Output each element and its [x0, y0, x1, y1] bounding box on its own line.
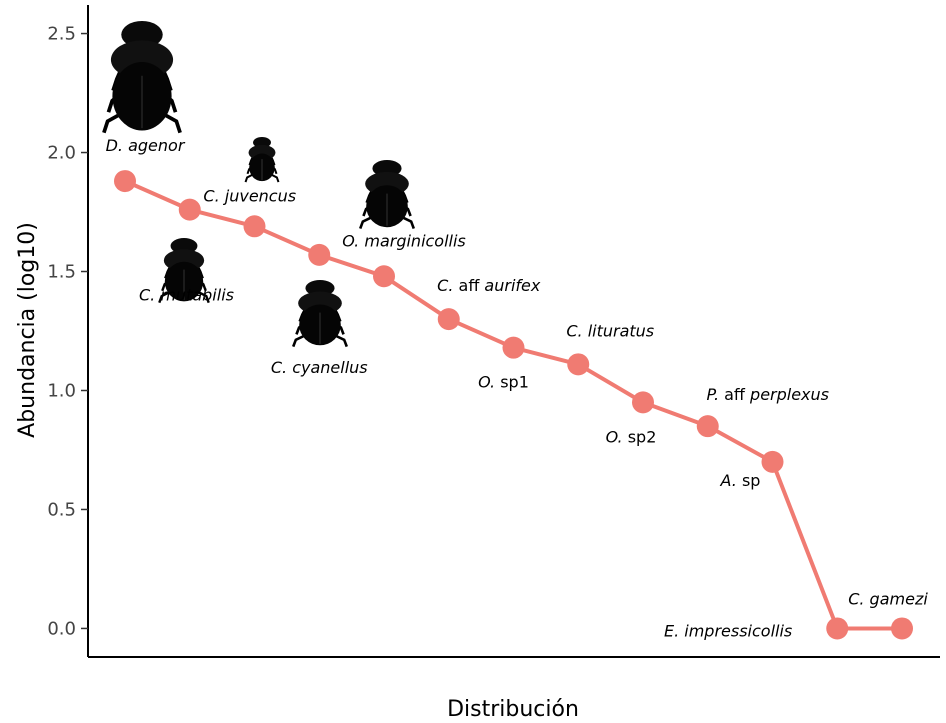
data-point — [826, 617, 849, 640]
data-point — [502, 336, 525, 359]
point-label: A. sp — [720, 471, 761, 490]
x-axis-title: Distribución — [447, 697, 579, 722]
y-tick-label: 1.5 — [47, 262, 76, 283]
data-point — [243, 215, 266, 238]
y-tick-label: 2.0 — [47, 143, 76, 164]
y-tick-label: 0.5 — [47, 499, 76, 520]
data-points — [114, 170, 913, 640]
series-line — [124, 179, 902, 631]
data-point — [696, 415, 719, 438]
beetle-icon — [102, 21, 182, 134]
point-label: D. agenor — [106, 136, 186, 155]
y-tick-label: 0.0 — [47, 618, 76, 639]
data-point — [437, 308, 460, 331]
point-label: E. impressicollis — [664, 621, 792, 640]
y-tick-label: 2.5 — [47, 24, 76, 45]
axes: 0.0 0.5 1.0 1.5 2.0 2.5 — [47, 5, 940, 658]
beetle-icon — [158, 238, 210, 304]
y-tick-label: 1.0 — [47, 380, 76, 401]
beetle-icon — [359, 160, 415, 230]
point-labels: D. agenor C. juvencus C. mutabilis C. cyane… — [106, 136, 929, 640]
point-label: C. aff aurifex — [437, 276, 541, 295]
point-label: C. lituratus — [566, 321, 654, 340]
point-label: O. sp2 — [606, 427, 657, 446]
data-point — [632, 391, 654, 414]
point-label: C. gamezi — [848, 589, 928, 608]
data-point — [178, 198, 201, 221]
beetle-icon — [244, 137, 280, 183]
point-label: C. juvencus — [203, 187, 296, 206]
point-label: C. cyanellus — [271, 358, 368, 377]
data-point — [373, 265, 395, 288]
data-point — [567, 353, 590, 376]
beetle-icon — [292, 280, 348, 348]
point-label: O. marginicollis — [342, 231, 466, 250]
data-point — [891, 617, 913, 640]
point-label: P. aff perplexus — [707, 385, 830, 404]
data-point — [308, 243, 331, 266]
data-point — [114, 170, 136, 193]
y-axis-title: Abundancia (log10) — [15, 222, 40, 438]
point-label: C. mutabilis — [139, 285, 234, 304]
series-polyline — [124, 179, 902, 631]
beetle-silhouettes — [102, 21, 415, 348]
point-label: O. sp1 — [478, 373, 529, 392]
data-point — [761, 450, 784, 473]
